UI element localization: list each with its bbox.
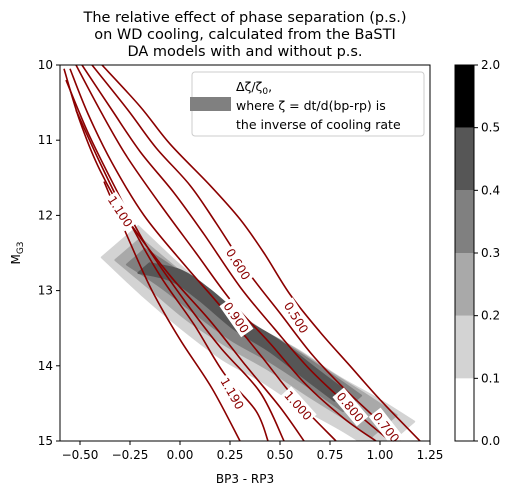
contour-label-bg xyxy=(279,297,313,338)
y-tick-label: 14 xyxy=(38,359,53,373)
x-tick-label: 1.25 xyxy=(417,448,444,462)
legend-line-1: Δζ/ζ0, xyxy=(236,79,272,97)
x-tick-label: 0.25 xyxy=(217,448,244,462)
colorbar-tick-label: 0.1 xyxy=(481,371,500,385)
colorbar-tick-label: 2.0 xyxy=(481,58,500,72)
y-axis-label-main: M xyxy=(9,254,23,264)
contour-layer xyxy=(63,65,421,441)
contour-label-bg xyxy=(332,387,369,427)
contour-label-bg xyxy=(280,386,317,425)
plot-frame xyxy=(59,64,431,442)
legend-line-2: where ζ = dt/d(bp-rp) is xyxy=(236,98,386,113)
y-axis-label: MG3 xyxy=(9,241,26,264)
legend-line-3: the inverse of cooling rate xyxy=(236,117,401,132)
colorbar-segment-1 xyxy=(455,315,474,379)
x-tick-label: −0.50 xyxy=(62,448,99,462)
y-axis-label-sub: G3 xyxy=(16,241,26,254)
colorbar-segment-4 xyxy=(455,127,474,191)
title-line-3: DA models with and without p.s. xyxy=(127,44,362,60)
x-tick-label: 0.50 xyxy=(267,448,294,462)
y-axis: 10 11 12 13 14 15 xyxy=(38,58,60,448)
colorbar-segment-5 xyxy=(455,65,474,128)
contour-line-6 xyxy=(65,79,285,441)
legend-line-1-main: Δζ/ζ xyxy=(236,79,263,94)
legend-line-1-end: , xyxy=(268,79,272,94)
y-tick-label: 15 xyxy=(38,434,53,448)
legend-swatch xyxy=(190,97,231,111)
contour-line-4 xyxy=(69,68,337,441)
contour-label-bg xyxy=(216,373,249,414)
contour-line-2 xyxy=(81,65,391,441)
x-tick-label: 0.75 xyxy=(317,448,344,462)
x-tick-label: −0.25 xyxy=(112,448,149,462)
contour-label-bg xyxy=(368,407,405,447)
y-tick-label: 12 xyxy=(38,208,53,222)
colorbar-tick-label: 0.4 xyxy=(481,183,500,197)
contour-line-3 xyxy=(75,65,377,441)
y-tick-label: 10 xyxy=(38,58,53,72)
colorbar: 0.0 0.1 0.2 0.3 0.4 0.5 2.0 xyxy=(454,58,500,448)
colorbar-segment-3 xyxy=(455,190,474,253)
x-tick-label: 1.00 xyxy=(367,448,394,462)
contour-label-bg xyxy=(221,243,255,285)
legend-line-1-sub: 0 xyxy=(262,87,268,97)
svg-text:MG3: MG3 xyxy=(9,241,26,264)
colorbar-segment-2 xyxy=(455,253,474,316)
colorbar-tick-label: 0.3 xyxy=(481,246,500,260)
chart-title: The relative effect of phase separation … xyxy=(82,10,406,60)
contour-line-8 xyxy=(103,181,241,441)
title-line-2: on WD cooling, calculated from the BaSTI xyxy=(94,27,395,43)
contour-line-5 xyxy=(63,68,305,441)
x-tick-label: 0.00 xyxy=(167,448,194,462)
legend: Δζ/ζ0, where ζ = dt/d(bp-rp) is the inve… xyxy=(190,71,425,137)
contour-line-7 xyxy=(75,109,269,441)
contour-line-0 xyxy=(101,65,421,441)
colorbar-tick-label: 0.0 xyxy=(481,434,500,448)
y-tick-label: 13 xyxy=(38,284,53,298)
x-axis-label: BP3 - RP3 xyxy=(216,472,274,486)
colorbar-segment-0 xyxy=(455,378,474,441)
x-axis: −0.50 −0.25 0.00 0.25 0.50 0.75 1.00 1.25 xyxy=(62,441,444,462)
y-tick-label: 11 xyxy=(38,133,53,147)
contour-label-bg xyxy=(103,191,138,232)
colorbar-tick-label: 0.5 xyxy=(481,121,500,135)
title-line-1: The relative effect of phase separation … xyxy=(82,10,406,26)
colorbar-tick-label: 0.2 xyxy=(481,309,500,323)
contour-label-bg xyxy=(219,297,254,338)
